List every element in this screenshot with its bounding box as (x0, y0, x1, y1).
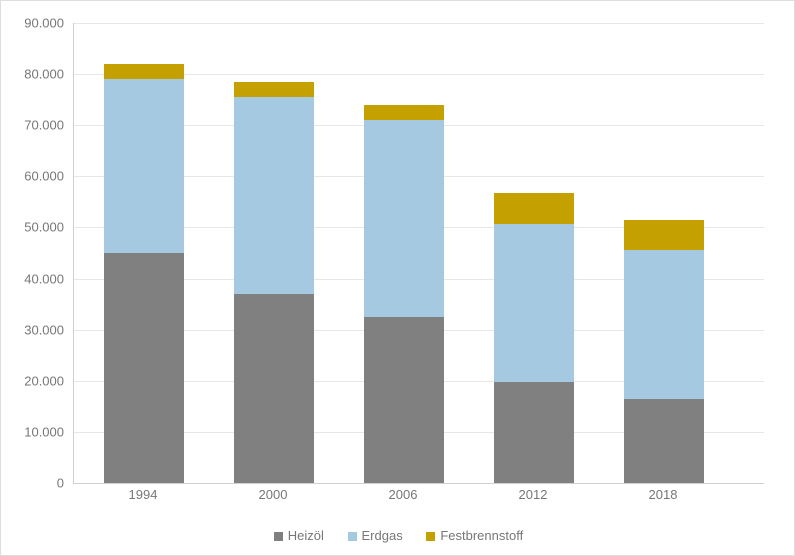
y-tick-label: 90.000 (4, 16, 64, 31)
bar-segment (234, 82, 314, 97)
legend-item-heizoel: Heizöl (274, 528, 324, 543)
legend-label: Festbrennstoff (440, 528, 523, 543)
bar-2006 (364, 105, 444, 483)
bar-2018 (624, 220, 704, 483)
bar-segment (234, 97, 314, 294)
legend-swatch (426, 532, 435, 541)
chart-container: 0 10.000 20.000 30.000 40.000 50.000 60.… (0, 0, 795, 556)
bar-segment (494, 193, 574, 225)
y-tick-label: 40.000 (4, 271, 64, 286)
bar-2000 (234, 82, 314, 483)
y-tick-label: 70.000 (4, 118, 64, 133)
bar-2012 (494, 193, 574, 483)
bar-segment (104, 253, 184, 483)
gridline (74, 23, 764, 24)
legend-item-festbrennstoff: Festbrennstoff (426, 528, 523, 543)
x-tick-label: 1994 (103, 487, 183, 502)
bar-1994 (104, 64, 184, 483)
bar-segment (494, 224, 574, 381)
legend-label: Erdgas (362, 528, 403, 543)
plot-area (73, 23, 764, 484)
x-tick-label: 2000 (233, 487, 313, 502)
x-tick-label: 2012 (493, 487, 573, 502)
bar-segment (624, 220, 704, 251)
legend-swatch (274, 532, 283, 541)
bar-segment (234, 294, 314, 483)
bar-segment (624, 250, 704, 398)
legend-label: Heizöl (288, 528, 324, 543)
legend-item-erdgas: Erdgas (348, 528, 403, 543)
y-tick-label: 30.000 (4, 322, 64, 337)
y-tick-label: 20.000 (4, 373, 64, 388)
bar-segment (364, 120, 444, 317)
y-tick-label: 60.000 (4, 169, 64, 184)
bar-segment (104, 64, 184, 79)
bar-segment (364, 317, 444, 483)
y-tick-label: 50.000 (4, 220, 64, 235)
y-tick-label: 10.000 (4, 424, 64, 439)
bar-segment (624, 399, 704, 483)
x-tick-label: 2006 (363, 487, 443, 502)
bar-segment (494, 382, 574, 483)
x-tick-label: 2018 (623, 487, 703, 502)
bar-segment (104, 79, 184, 253)
y-tick-label: 0 (4, 476, 64, 491)
legend-swatch (348, 532, 357, 541)
y-tick-label: 80.000 (4, 67, 64, 82)
bar-segment (364, 105, 444, 120)
legend: Heizöl Erdgas Festbrennstoff (1, 528, 795, 543)
